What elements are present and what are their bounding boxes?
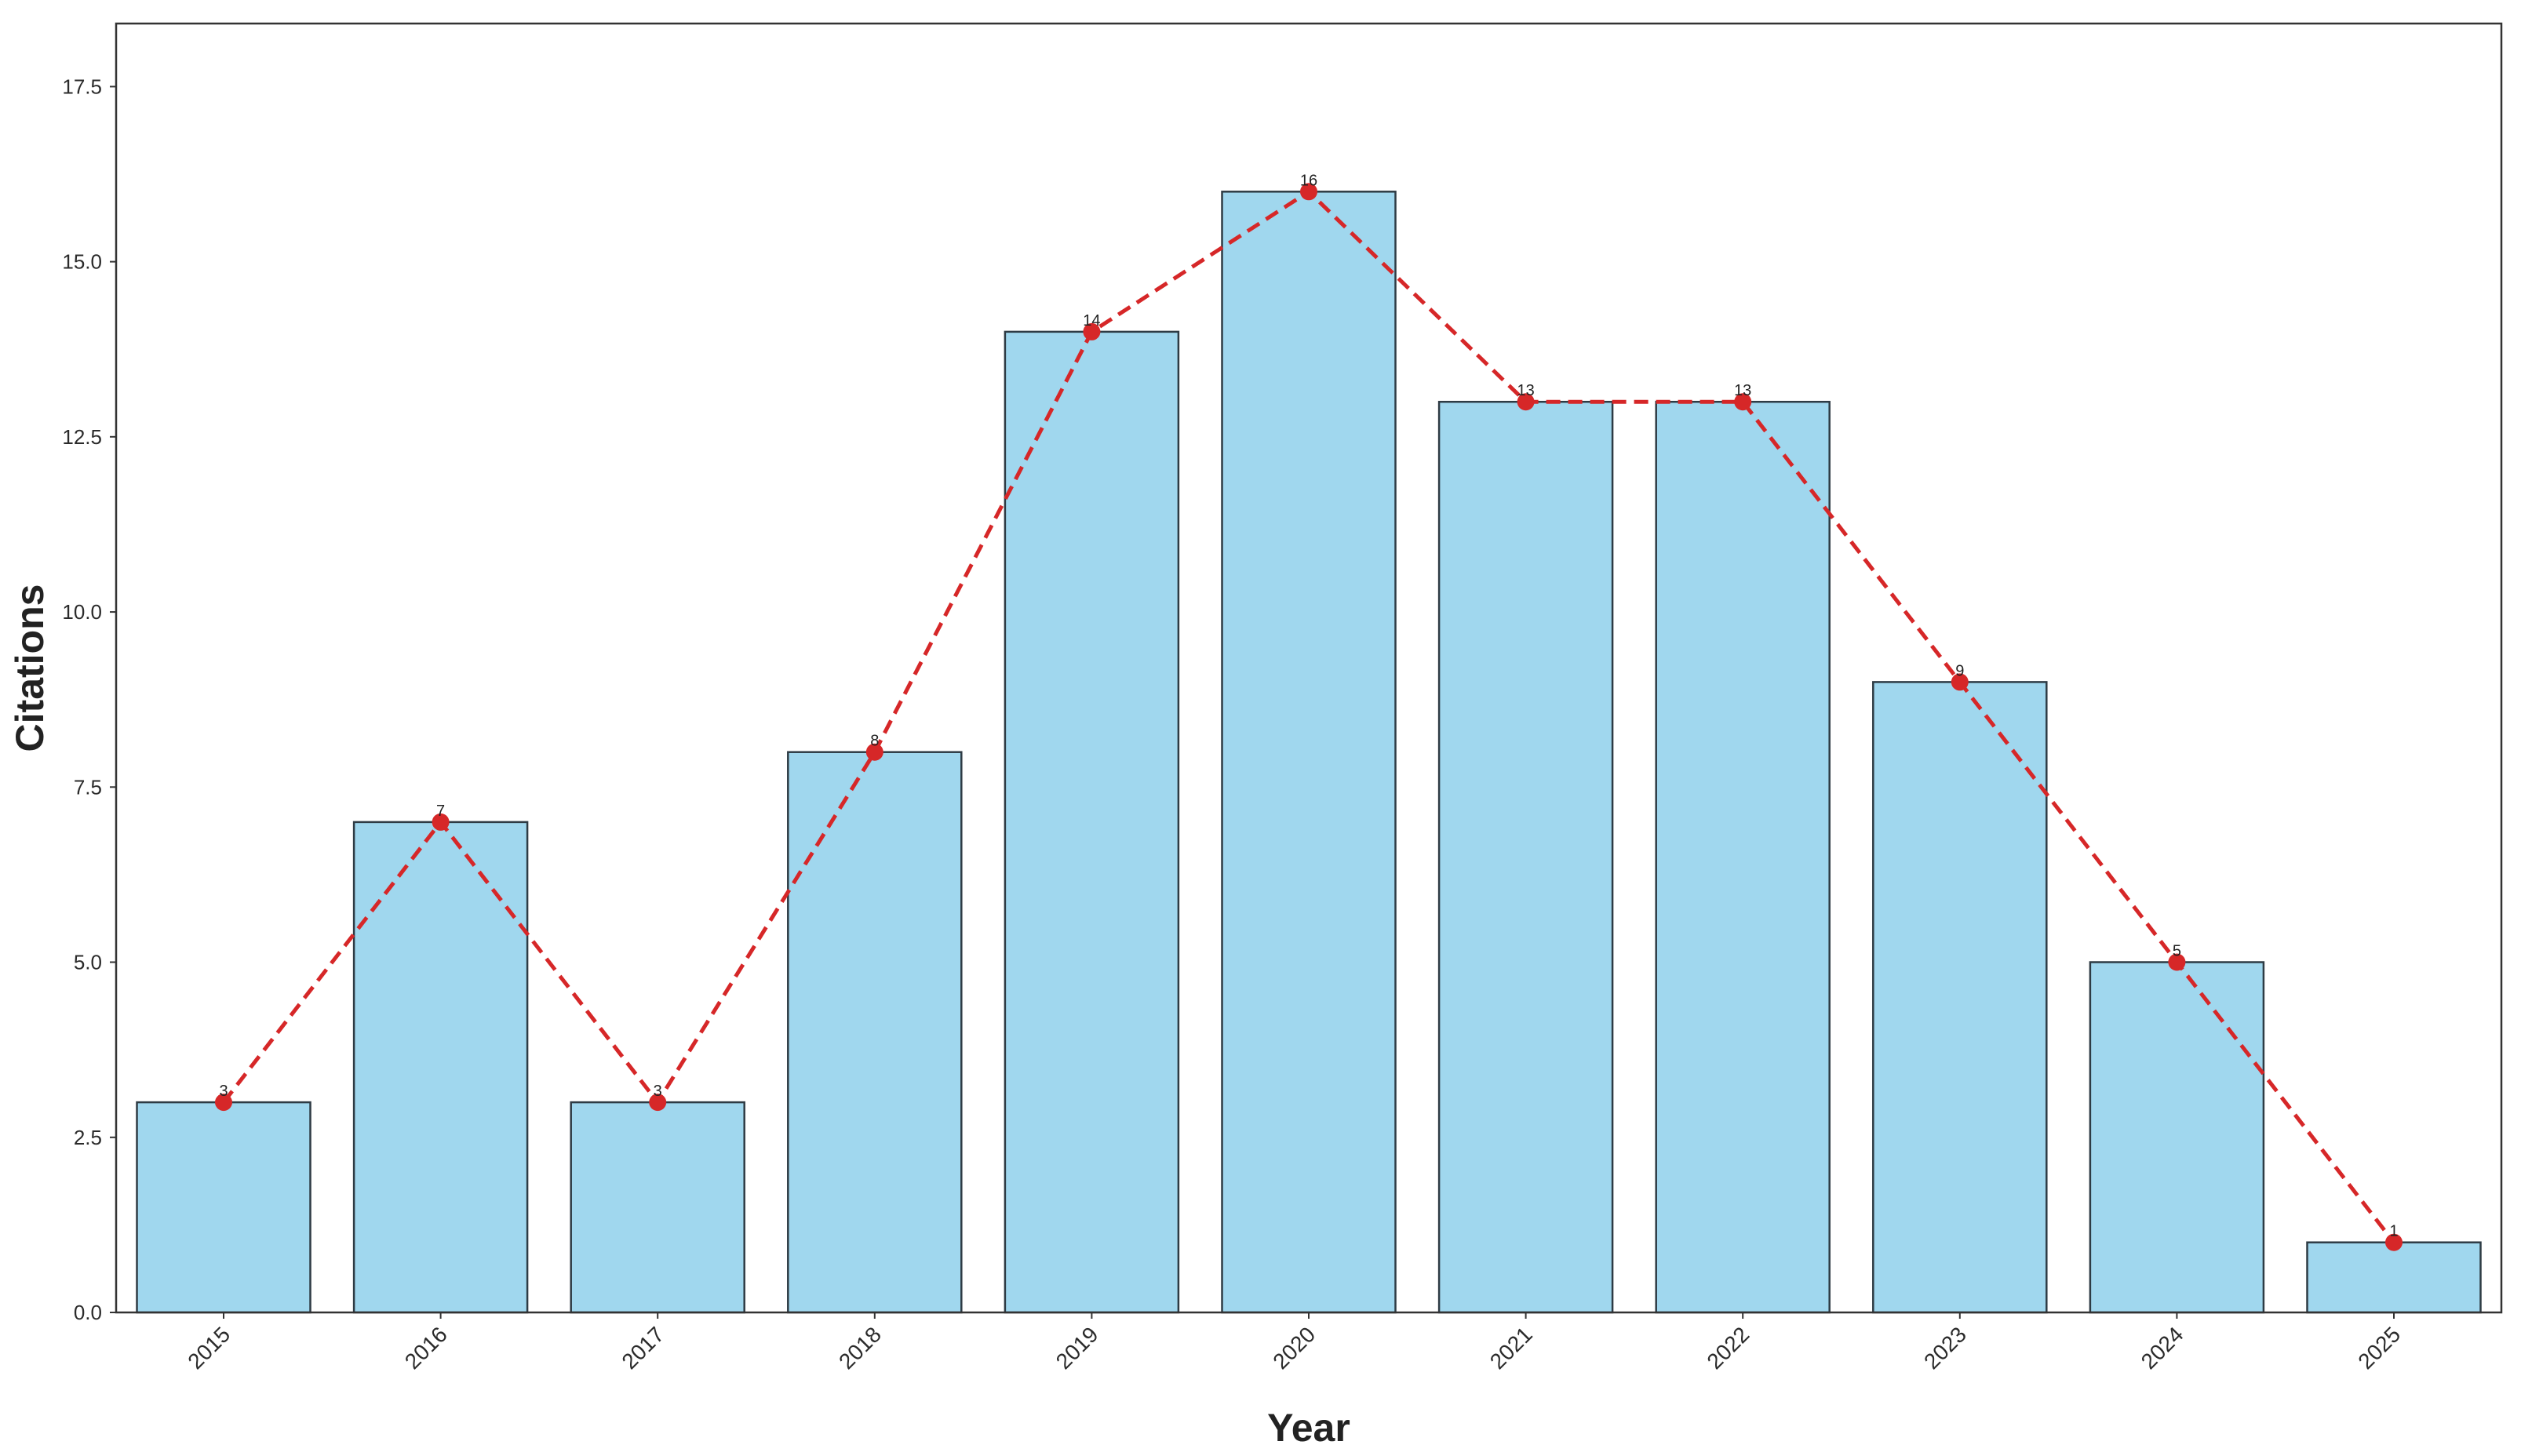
bar-2024: [2089, 961, 2265, 1314]
bar-2021: [1437, 400, 1614, 1314]
bar-2025: [2306, 1241, 2482, 1314]
marker-2019: [1083, 322, 1101, 340]
bar-2019: [1004, 330, 1180, 1314]
bar-2022: [1655, 400, 1831, 1314]
data-label-2021: 13: [1517, 382, 1534, 399]
y-tick-label: 10.0: [62, 600, 102, 624]
data-label-2019: 14: [1083, 312, 1100, 329]
marker-2020: [1300, 183, 1317, 201]
bar-2016: [352, 821, 529, 1314]
bar-series: [136, 191, 2482, 1314]
x-axis-title: Year: [1267, 1406, 1350, 1450]
y-tick-label: 12.5: [62, 425, 102, 449]
y-axis-title: Citations: [8, 584, 52, 752]
y-tick-label: 0.0: [74, 1301, 102, 1324]
marker-2017: [649, 1094, 667, 1112]
bar-2023: [1872, 681, 2048, 1314]
data-label-2024: 5: [2173, 943, 2181, 960]
y-tick-label: 15.0: [62, 250, 102, 274]
marker-2025: [2385, 1233, 2403, 1251]
y-tick-label: 17.5: [62, 75, 102, 98]
data-label-2023: 9: [1955, 662, 1964, 679]
data-label-2018: 8: [870, 733, 879, 750]
data-label-2015: 3: [219, 1083, 228, 1100]
data-label-2025: 1: [2389, 1223, 2398, 1240]
bar-2015: [136, 1101, 311, 1314]
marker-2015: [215, 1094, 232, 1112]
marker-2021: [1517, 393, 1535, 411]
marker-2024: [2168, 953, 2186, 971]
data-label-2020: 16: [1300, 172, 1317, 189]
marker-2022: [1734, 393, 1752, 411]
y-tick-label: 5.0: [74, 951, 102, 974]
marker-2018: [865, 743, 883, 761]
bar-2017: [570, 1101, 745, 1314]
bar-2020: [1221, 191, 1397, 1314]
data-labels: 3 7 3 8 14 16 13 13 9 5 1: [219, 172, 2398, 1239]
data-label-2016: 7: [436, 803, 445, 820]
marker-2023: [1951, 673, 1969, 691]
y-tick-label: 7.5: [74, 775, 102, 799]
y-tick-label: 2.5: [74, 1126, 102, 1149]
line-series: [215, 183, 2403, 1251]
bar-2018: [787, 751, 963, 1314]
y-axis-ticks: 0.0 2.5 5.0 7.5 10.0 12.5 15.0 17.5: [62, 75, 116, 1324]
data-label-2017: 3: [654, 1083, 662, 1100]
marker-2016: [432, 813, 450, 831]
plot-frame: [115, 22, 2503, 1314]
data-label-2022: 13: [1734, 382, 1751, 399]
